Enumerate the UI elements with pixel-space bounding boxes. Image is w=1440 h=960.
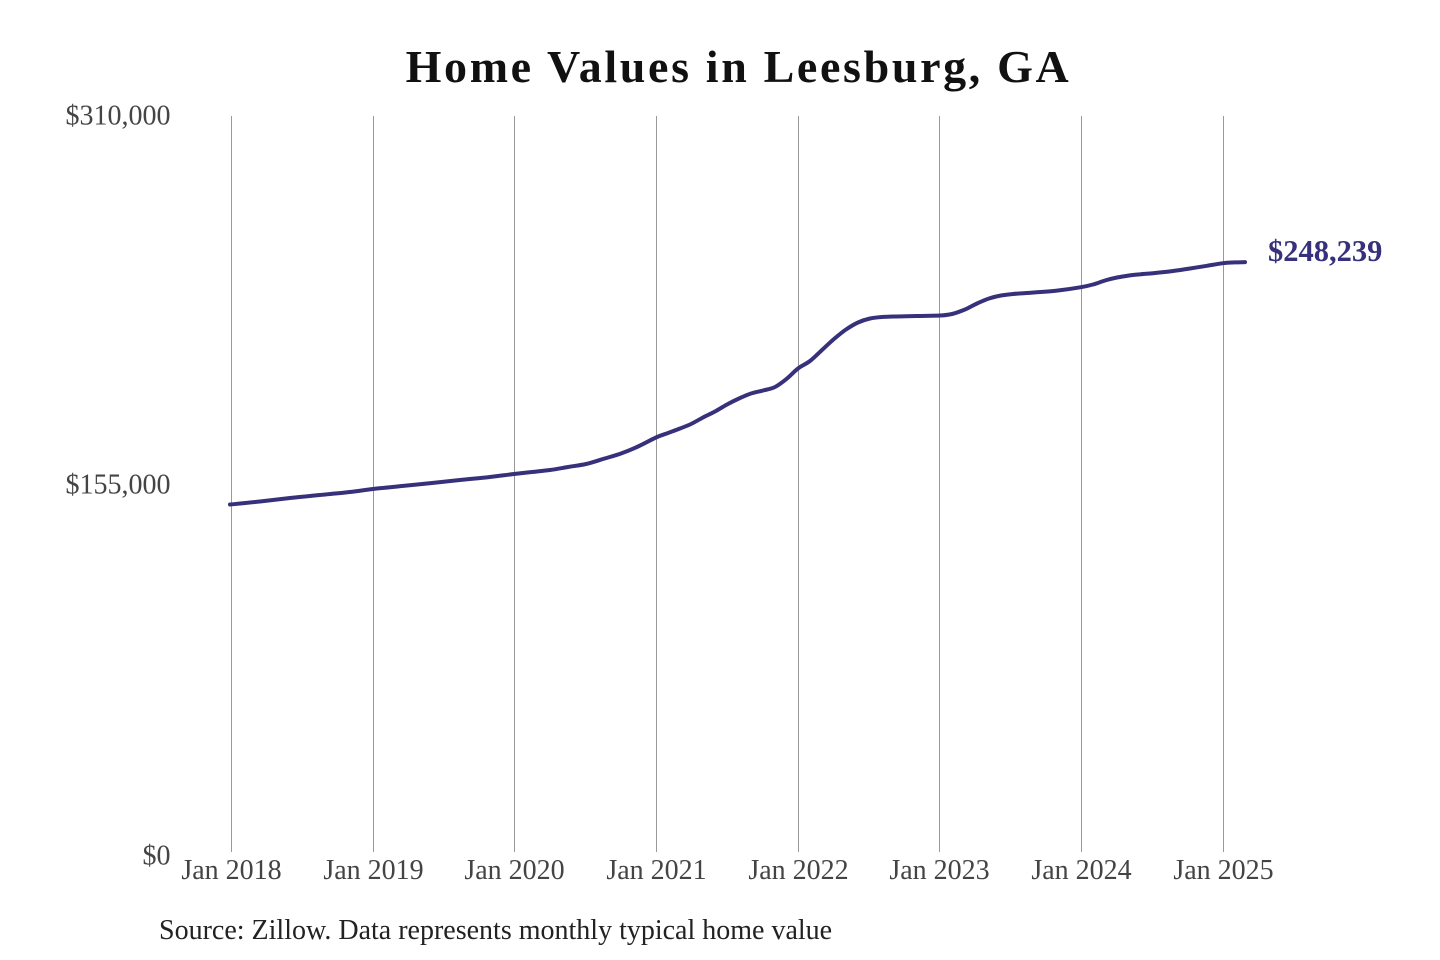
svg-text:Jan 2023: Jan 2023 <box>889 855 989 886</box>
svg-text:Jan 2022: Jan 2022 <box>748 855 848 886</box>
svg-text:Home Values in Leesburg, GA: Home Values in Leesburg, GA <box>406 41 1072 92</box>
svg-text:Source: Zillow. Data represent: Source: Zillow. Data represents monthly … <box>159 915 832 946</box>
svg-text:Jan 2021: Jan 2021 <box>606 855 706 886</box>
svg-text:$155,000: $155,000 <box>66 470 171 501</box>
svg-text:Jan 2019: Jan 2019 <box>323 855 423 886</box>
svg-text:Jan 2025: Jan 2025 <box>1173 855 1273 886</box>
svg-text:Jan 2024: Jan 2024 <box>1031 855 1131 886</box>
svg-text:$310,000: $310,000 <box>66 101 171 132</box>
svg-text:Jan 2018: Jan 2018 <box>181 855 281 886</box>
svg-text:Jan 2020: Jan 2020 <box>464 855 564 886</box>
svg-text:$0: $0 <box>143 840 171 871</box>
svg-text:$248,239: $248,239 <box>1268 234 1382 268</box>
